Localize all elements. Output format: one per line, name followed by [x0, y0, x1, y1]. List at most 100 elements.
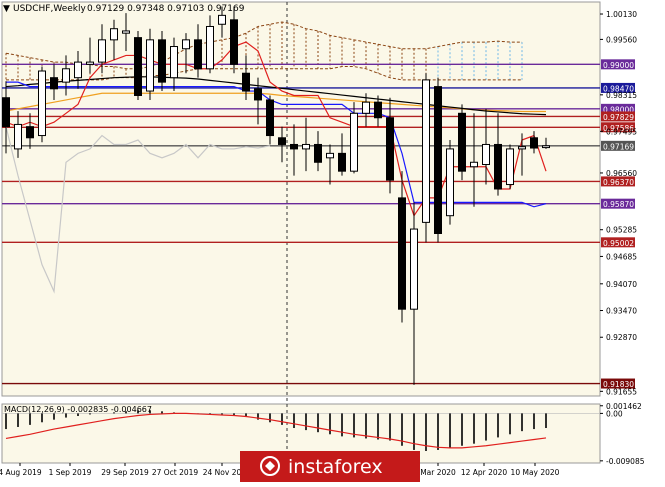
- price-level-tag: [601, 111, 635, 122]
- price-tick-label: 0.92870: [606, 333, 637, 342]
- bull-candle: [218, 14, 226, 25]
- bull-candle: [302, 143, 310, 150]
- ohlc-readout: 0.97129 0.97348 0.97103 0.97169: [87, 4, 245, 14]
- price-tick-label: 0.93470: [606, 307, 637, 316]
- price-level-tag: [601, 140, 635, 151]
- bull-candle: [350, 112, 358, 172]
- price-tick-label: 0.91655: [606, 387, 637, 396]
- bull-candle: [482, 143, 490, 165]
- bull-candle: [122, 30, 130, 34]
- bear-candle: [290, 143, 298, 150]
- price-tick-label: 0.95285: [606, 226, 637, 235]
- bear-candle: [398, 197, 406, 310]
- bull-candle: [74, 61, 82, 79]
- bull-candle: [86, 61, 94, 65]
- time-tick-label: 29 Sep 2019: [101, 468, 149, 477]
- price-level-label: 0.98000: [603, 105, 634, 114]
- price-level-label: 0.98470: [603, 84, 634, 93]
- macd-signal-line: [5, 412, 547, 449]
- bear-candle: [26, 126, 34, 139]
- price-level-tag: [601, 103, 635, 114]
- price-tick-label: 1.00130: [606, 10, 637, 19]
- time-tick-label: 10 May 2020: [511, 468, 560, 477]
- price-level-tag: [601, 59, 635, 70]
- price-level-label: 0.95002: [603, 239, 634, 248]
- time-tick-label: Mar 2020: [420, 468, 456, 477]
- bear-candle: [2, 97, 10, 128]
- bull-candle: [38, 70, 46, 137]
- bear-candle: [374, 101, 382, 119]
- bull-candle: [206, 25, 214, 70]
- bull-candle: [182, 39, 190, 50]
- macd-tick-label: -0.009085: [606, 457, 645, 466]
- price-level-tag: [601, 176, 635, 187]
- bear-candle: [338, 152, 346, 172]
- ma-black-line: [5, 76, 547, 116]
- macd-tick-label: 0.00: [606, 409, 623, 418]
- bull-candle: [542, 145, 550, 149]
- price-panel: [1, 1, 601, 397]
- macd-label: MACD(12,26,9) -0.002835 -0.004667: [4, 405, 152, 414]
- bear-candle: [194, 39, 202, 70]
- price-tick-label: 0.96560: [606, 169, 637, 178]
- time-tick-label: 4 Aug 2019: [0, 468, 42, 477]
- bear-candle: [254, 88, 262, 101]
- bull-candle: [110, 28, 118, 41]
- bear-candle: [458, 112, 466, 172]
- price-level-tag: [601, 237, 635, 248]
- bull-candle: [518, 146, 526, 150]
- time-tick-label: 24 Nov 20: [203, 468, 242, 477]
- bull-candle: [470, 161, 478, 168]
- bear-candle: [434, 86, 442, 235]
- bear-candle: [50, 77, 58, 90]
- time-tick-label: 12 Apr 2020: [461, 468, 508, 477]
- bear-candle: [242, 72, 250, 92]
- price-level-label: 0.99000: [603, 61, 634, 70]
- price-tick-label: 0.94070: [606, 280, 637, 289]
- bear-candle: [230, 19, 238, 65]
- price-level-tag: [601, 198, 635, 209]
- bear-candle: [134, 37, 142, 96]
- bull-candle: [446, 148, 454, 217]
- instaforex-logo-icon: [260, 456, 280, 476]
- macd-tick-label: 0.001462: [606, 402, 642, 411]
- kijun-line: [6, 81, 547, 208]
- bear-candle: [278, 137, 286, 145]
- price-level-label: 0.97169: [603, 142, 634, 151]
- bear-candle: [266, 99, 274, 137]
- collapse-triangle-icon[interactable]: ▼: [3, 4, 10, 14]
- symbol-title: USDCHF,Weekly: [13, 4, 86, 14]
- price-tick-label: 0.99560: [606, 35, 637, 44]
- time-tick-label: 1 Sep 2019: [49, 468, 92, 477]
- bull-candle: [326, 152, 334, 159]
- price-level-label: 0.95870: [603, 200, 634, 209]
- bear-candle: [494, 143, 502, 190]
- bear-candle: [530, 137, 538, 149]
- chikou-span-line: [5, 126, 271, 294]
- price-level-tag: [601, 378, 635, 389]
- bull-candle: [98, 39, 106, 63]
- price-level-tag: [601, 122, 635, 133]
- bull-candle: [146, 39, 154, 92]
- price-tick-label: 0.94685: [606, 252, 637, 261]
- tenkan-line: [5, 41, 547, 218]
- price-level-tag: [601, 82, 635, 93]
- price-tick-label: 0.98315: [606, 91, 637, 100]
- time-tick-label: 27 Oct 2019: [152, 468, 199, 477]
- bear-candle: [314, 143, 322, 163]
- bear-candle: [158, 39, 166, 83]
- ma-orange-line: [5, 92, 546, 113]
- price-level-label: 0.97829: [603, 113, 634, 122]
- bull-candle: [506, 148, 514, 186]
- bull-candle: [62, 68, 70, 83]
- bear-candle: [386, 117, 394, 181]
- bull-candle: [170, 46, 178, 79]
- price-tick-label: 0.97495: [606, 127, 637, 136]
- bull-candle: [362, 101, 370, 114]
- bull-candle: [410, 228, 418, 310]
- price-level-label: 0.91830: [603, 380, 634, 389]
- bull-candle: [422, 79, 430, 223]
- price-level-label: 0.96370: [603, 178, 634, 187]
